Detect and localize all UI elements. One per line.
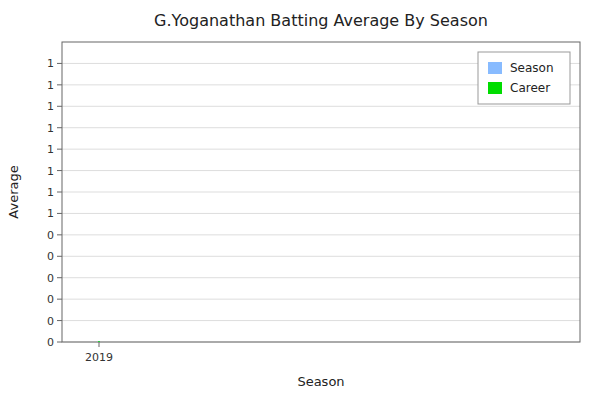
y-tick <box>57 170 62 171</box>
x-axis-label: Season <box>297 374 344 389</box>
y-tick-label: 1 <box>47 143 54 156</box>
y-tick <box>57 320 62 321</box>
grid-line <box>62 320 580 321</box>
y-tick <box>57 127 62 128</box>
grid-line <box>62 277 580 278</box>
grid-line <box>62 299 580 300</box>
y-tick <box>57 234 62 235</box>
y-tick <box>57 299 62 300</box>
y-tick-label: 0 <box>47 336 54 349</box>
y-tick <box>57 106 62 107</box>
grid-line <box>62 170 580 171</box>
grid-line <box>62 127 580 128</box>
legend-label: Season <box>510 61 554 75</box>
y-tick <box>57 277 62 278</box>
y-tick <box>57 84 62 85</box>
grid-line <box>62 149 580 150</box>
y-tick-label: 1 <box>47 57 54 70</box>
y-tick-label: 1 <box>47 207 54 220</box>
y-tick-label: 1 <box>47 79 54 92</box>
grid-line <box>62 213 580 214</box>
y-tick-label: 0 <box>47 272 54 285</box>
chart: 0 0 0 0 0 0 1 1 1 1 1 1 1 1 2019 G.Yoganathan Batting A… <box>0 0 600 400</box>
y-tick-label: 0 <box>47 315 54 328</box>
y-tick-label: 1 <box>47 122 54 135</box>
y-tick-label: 1 <box>47 165 54 178</box>
x-tick <box>99 342 100 347</box>
legend-swatch <box>488 82 502 94</box>
title: G.Yoganathan Batting Average By Season <box>154 11 488 30</box>
grid-line <box>62 106 580 107</box>
plot-frame <box>62 42 580 342</box>
y-axis-label: Average <box>6 165 21 218</box>
y-tick <box>57 342 62 343</box>
y-tick-label: 1 <box>47 100 54 113</box>
y-tick <box>57 192 62 193</box>
grid-line <box>62 234 580 235</box>
grid-line <box>62 256 580 257</box>
grid <box>62 63 580 342</box>
y-tick-label: 0 <box>47 293 54 306</box>
legend-swatch <box>488 62 502 74</box>
y-tick-label: 1 <box>47 186 54 199</box>
y-tick-label: 0 <box>47 229 54 242</box>
y-tick <box>57 63 62 64</box>
legend-label: Career <box>510 81 550 95</box>
background <box>0 0 600 400</box>
y-tick <box>57 213 62 214</box>
legend: Season Career <box>478 52 570 104</box>
x-tick-label: 2019 <box>85 351 113 364</box>
y-tick-label: 0 <box>47 250 54 263</box>
y-tick <box>57 149 62 150</box>
legend-box <box>478 52 570 104</box>
grid-line <box>62 192 580 193</box>
y-tick <box>57 256 62 257</box>
